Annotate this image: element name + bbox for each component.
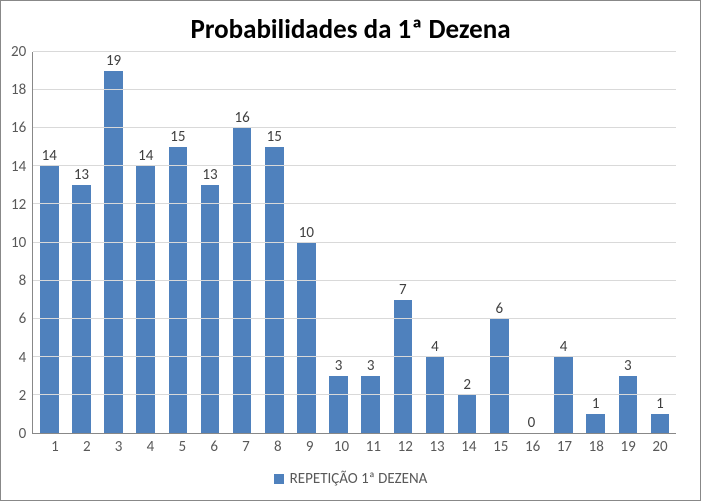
plot-area: 14131914151316151033742604131 (32, 52, 676, 434)
x-tick-label: 20 (644, 438, 676, 456)
bar-slot: 6 (483, 52, 515, 433)
legend: REPETIÇÃO 1ª DEZENA (1, 456, 700, 500)
bar-value-label: 14 (138, 149, 153, 164)
bar (265, 147, 284, 433)
x-tick-label: 9 (294, 438, 326, 456)
bar-slot: 1 (644, 52, 676, 433)
bar (169, 147, 188, 433)
gridline (33, 280, 676, 281)
bar-value-label: 7 (399, 283, 407, 298)
bar (619, 376, 638, 433)
bar-slot: 3 (612, 52, 644, 433)
x-tick-label: 17 (549, 438, 581, 456)
bar (104, 71, 123, 433)
x-tick-label: 1 (39, 438, 71, 456)
bar-slot: 10 (290, 52, 322, 433)
bar (554, 357, 573, 433)
bar-slot: 2 (451, 52, 483, 433)
bar-slot: 4 (419, 52, 451, 433)
x-tick-label: 18 (580, 438, 612, 456)
bar-slot: 15 (258, 52, 290, 433)
bar-value-label: 0 (528, 416, 536, 431)
gridline (33, 318, 676, 319)
bar-value-label: 2 (463, 378, 471, 393)
bar-slot: 14 (130, 52, 162, 433)
bar-value-label: 13 (202, 168, 217, 183)
x-tick-label: 6 (198, 438, 230, 456)
bar-slot: 14 (33, 52, 65, 433)
bar (329, 376, 348, 433)
gridline (33, 203, 676, 204)
bar (586, 414, 605, 433)
bar (394, 300, 413, 433)
bar-value-label: 3 (624, 359, 632, 374)
bar-value-label: 19 (106, 54, 121, 69)
chart-container: Probabilidades da 1ª Dezena 201816141210… (0, 0, 701, 501)
x-tick-label: 4 (135, 438, 167, 456)
bars-group: 14131914151316151033742604131 (33, 52, 676, 433)
bar-slot: 1 (580, 52, 612, 433)
bar (297, 243, 316, 434)
bar (201, 185, 220, 433)
gridline (33, 51, 676, 52)
bar-slot: 7 (387, 52, 419, 433)
legend-label: REPETIÇÃO 1ª DEZENA (290, 470, 428, 488)
bar-slot: 4 (547, 52, 579, 433)
plot-region: 20181614121086420 1413191415131615103374… (1, 52, 700, 434)
x-tick-label: 3 (103, 438, 135, 456)
bar-slot: 13 (65, 52, 97, 433)
bar-value-label: 1 (656, 397, 664, 412)
bar-value-label: 3 (367, 359, 375, 374)
bar (651, 414, 670, 433)
gridline (33, 242, 676, 243)
bar-slot: 16 (226, 52, 258, 433)
bar (490, 319, 509, 433)
x-tick-label: 16 (517, 438, 549, 456)
bar (458, 395, 477, 433)
bar-slot: 15 (162, 52, 194, 433)
x-tick-label: 2 (71, 438, 103, 456)
x-axis-labels: 1234567891011121314151617181920 (38, 438, 676, 456)
gridline (33, 89, 676, 90)
x-tick-label: 8 (262, 438, 294, 456)
x-tick-label: 13 (421, 438, 453, 456)
bar-value-label: 10 (299, 226, 314, 241)
y-axis: 20181614121086420 (11, 52, 32, 434)
gridline (33, 165, 676, 166)
bar-slot: 3 (322, 52, 354, 433)
bar-slot: 0 (515, 52, 547, 433)
bar-value-label: 3 (335, 359, 343, 374)
gridline (33, 356, 676, 357)
x-axis: 1234567891011121314151617181920 (1, 434, 700, 456)
bar (72, 185, 91, 433)
bar (426, 357, 445, 433)
bar-slot: 13 (194, 52, 226, 433)
bar-value-label: 13 (74, 168, 89, 183)
x-tick-label: 10 (326, 438, 358, 456)
x-tick-label: 5 (166, 438, 198, 456)
bar-slot: 3 (355, 52, 387, 433)
x-tick-label: 19 (612, 438, 644, 456)
bar-value-label: 15 (170, 130, 185, 145)
gridline (33, 127, 676, 128)
bar-value-label: 6 (495, 302, 503, 317)
x-tick-label: 12 (389, 438, 421, 456)
legend-swatch (274, 474, 284, 484)
bar-value-label: 15 (267, 130, 282, 145)
legend-item: REPETIÇÃO 1ª DEZENA (274, 470, 428, 488)
bar-value-label: 4 (431, 340, 439, 355)
bar-value-label: 1 (592, 397, 600, 412)
bar-value-label: 16 (235, 111, 250, 126)
bar-value-label: 4 (560, 340, 568, 355)
x-tick-label: 7 (230, 438, 262, 456)
chart-title: Probabilidades da 1ª Dezena (1, 1, 700, 52)
bar-value-label: 14 (42, 149, 57, 164)
gridline (33, 394, 676, 395)
bar (361, 376, 380, 433)
x-tick-label: 14 (453, 438, 485, 456)
x-tick-label: 11 (357, 438, 389, 456)
x-tick-label: 15 (485, 438, 517, 456)
bar-slot: 19 (98, 52, 130, 433)
